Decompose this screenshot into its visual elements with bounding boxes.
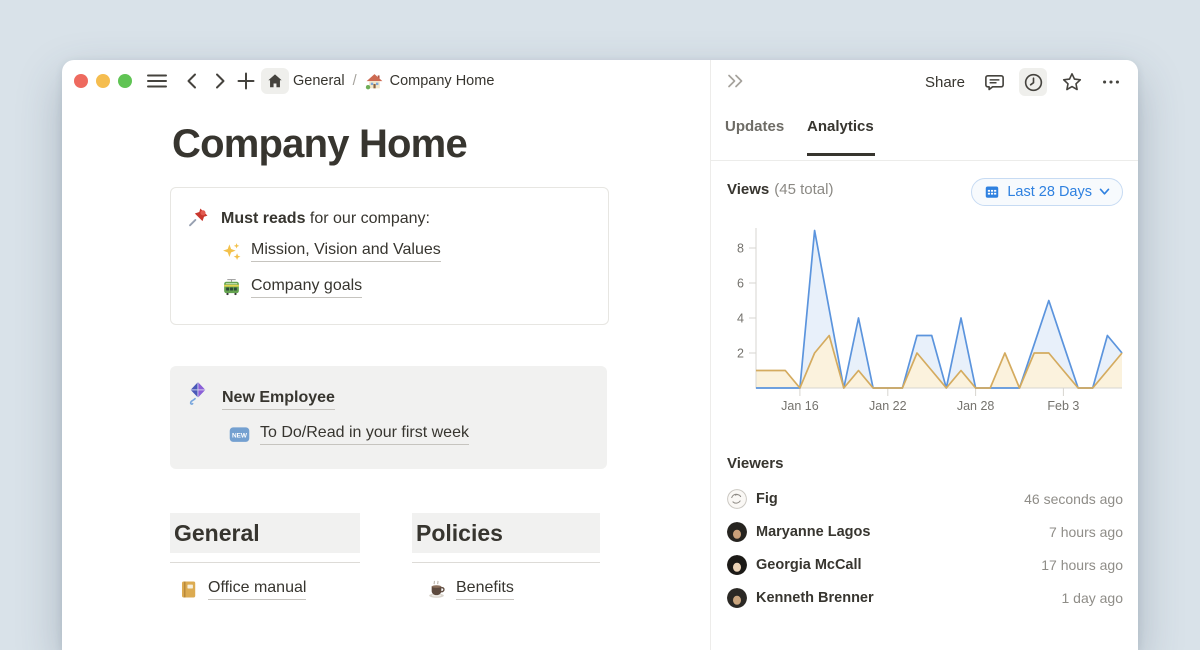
panel-actions: Share	[921, 67, 1125, 97]
area-blue	[756, 230, 1122, 388]
office-manual-link-label[interactable]: Office manual	[208, 579, 307, 600]
breadcrumb-separator: /	[352, 73, 357, 89]
svg-text:4: 4	[737, 312, 744, 326]
viewer-avatar	[727, 587, 747, 608]
svg-text:6: 6	[737, 277, 744, 291]
viewers-label: Viewers	[727, 455, 784, 472]
coffee-icon	[426, 579, 447, 600]
views-heading: Views (45 total)	[727, 181, 833, 198]
line-yellow	[756, 334, 1123, 389]
traffic-light-close[interactable]	[74, 74, 88, 88]
must-read-link-goals[interactable]: Company goals	[221, 277, 363, 298]
benefits-link[interactable]: Benefits	[426, 579, 514, 600]
views-total: (45 total)	[774, 181, 834, 198]
benefits-link-label[interactable]: Benefits	[456, 579, 514, 600]
views-label: Views	[727, 181, 770, 198]
viewer-avatar	[727, 521, 747, 542]
comment-button[interactable]	[980, 68, 1008, 96]
svg-text:2: 2	[737, 347, 744, 361]
clock-icon	[1022, 71, 1045, 94]
home-mono-icon	[266, 72, 284, 90]
new-employee-link[interactable]: New Employee	[222, 389, 335, 410]
viewer-row[interactable]: Fig 46 seconds ago	[727, 482, 1123, 515]
share-button[interactable]: Share	[924, 73, 965, 91]
favorite-button[interactable]	[1058, 68, 1086, 96]
pushpin-icon	[187, 206, 210, 229]
notebook-icon	[178, 579, 199, 600]
breadcrumb-home-button[interactable]	[261, 68, 289, 94]
new-badge-icon: NEW	[228, 423, 251, 446]
must-reads-box: Must reads for our company: Mission, Vis…	[170, 187, 609, 325]
column-heading-policies: Policies	[412, 513, 600, 553]
tab-analytics[interactable]: Analytics	[807, 118, 874, 135]
panel-divider	[711, 160, 1138, 161]
viewer-name: Georgia McCall	[756, 556, 862, 573]
svg-text:Feb 3: Feb 3	[1047, 399, 1079, 413]
analytics-panel: Share Updates	[710, 60, 1138, 650]
more-button[interactable]	[1097, 68, 1125, 96]
svg-text:Jan 28: Jan 28	[957, 399, 995, 413]
office-manual-link[interactable]: Office manual	[178, 579, 307, 600]
tab-updates[interactable]: Updates	[725, 118, 785, 135]
column-heading-general: General	[170, 513, 360, 553]
double-chevron-right-icon[interactable]	[725, 71, 746, 91]
hamburger-menu-icon[interactable]	[146, 71, 168, 91]
new-page-plus-icon[interactable]	[236, 71, 256, 91]
kite-icon	[184, 380, 211, 407]
svg-text:NEW: NEW	[232, 432, 248, 439]
column-divider	[170, 562, 360, 563]
date-range-button[interactable]: Last 28 Days	[971, 178, 1123, 206]
viewer-time: 46 seconds ago	[1024, 490, 1123, 507]
line-blue	[756, 229, 1123, 389]
page-title: Company Home	[172, 122, 468, 166]
views-area-chart: 2 4 6 8 Jan 16 Jan 22 Jan 28 Feb 3	[737, 228, 1123, 413]
must-read-link-label[interactable]: Company goals	[251, 277, 363, 298]
breadcrumb-item-company-home[interactable]: Company Home	[389, 73, 495, 89]
viewer-avatar	[727, 488, 747, 509]
new-employee-link-label[interactable]: New Employee	[222, 389, 335, 410]
area-yellow	[756, 335, 1122, 388]
date-range-label: Last 28 Days	[1007, 184, 1092, 200]
must-reads-lead-bold: Must reads	[221, 210, 306, 227]
active-tab-underline	[807, 153, 875, 156]
must-reads-lead-rest: for our company:	[305, 210, 430, 227]
svg-text:Jan 22: Jan 22	[869, 399, 907, 413]
sparkles-icon	[221, 241, 242, 262]
viewer-row[interactable]: Georgia McCall 17 hours ago	[727, 548, 1123, 581]
viewer-name: Kenneth Brenner	[756, 589, 874, 606]
must-read-link-label[interactable]: Mission, Vision and Values	[251, 241, 441, 262]
new-employee-callout: New Employee NEW To Do/Read in your firs…	[170, 366, 607, 469]
svg-text:Jan 16: Jan 16	[781, 399, 819, 413]
updates-history-button[interactable]	[1019, 68, 1047, 96]
viewer-row[interactable]: Kenneth Brenner 1 day ago	[727, 581, 1123, 614]
viewer-name: Fig	[756, 490, 778, 507]
calendar-icon	[984, 184, 1000, 200]
more-icon	[1100, 71, 1122, 93]
viewer-name: Maryanne Lagos	[756, 523, 871, 540]
svg-text:8: 8	[737, 242, 744, 256]
traffic-light-zoom[interactable]	[118, 74, 132, 88]
comment-icon	[983, 71, 1006, 94]
breadcrumb: General / Company Home	[293, 60, 494, 102]
app-window: General / Company Home Company Home	[62, 60, 1138, 650]
viewer-row[interactable]: Maryanne Lagos 7 hours ago	[727, 515, 1123, 548]
viewer-time: 1 day ago	[1061, 589, 1124, 606]
house-emoji-icon	[365, 72, 384, 91]
first-week-link[interactable]: NEW To Do/Read in your first week	[228, 423, 469, 446]
column-divider	[412, 562, 600, 563]
traffic-light-minimize[interactable]	[96, 74, 110, 88]
viewer-time: 7 hours ago	[1049, 523, 1123, 540]
back-arrow-icon[interactable]	[183, 71, 201, 91]
must-read-link-mission[interactable]: Mission, Vision and Values	[221, 241, 441, 262]
viewers-list: Fig 46 seconds ago Maryanne Lagos 7 hours a…	[727, 482, 1123, 614]
star-icon	[1060, 70, 1084, 94]
forward-arrow-icon[interactable]	[211, 71, 229, 91]
tram-icon	[221, 277, 242, 298]
viewer-time: 17 hours ago	[1041, 556, 1123, 573]
must-reads-lead: Must reads for our company:	[221, 210, 430, 228]
breadcrumb-item-general[interactable]: General	[293, 73, 345, 89]
chevron-down-icon	[1099, 188, 1110, 196]
viewer-avatar	[727, 554, 747, 575]
first-week-link-label[interactable]: To Do/Read in your first week	[260, 424, 469, 445]
